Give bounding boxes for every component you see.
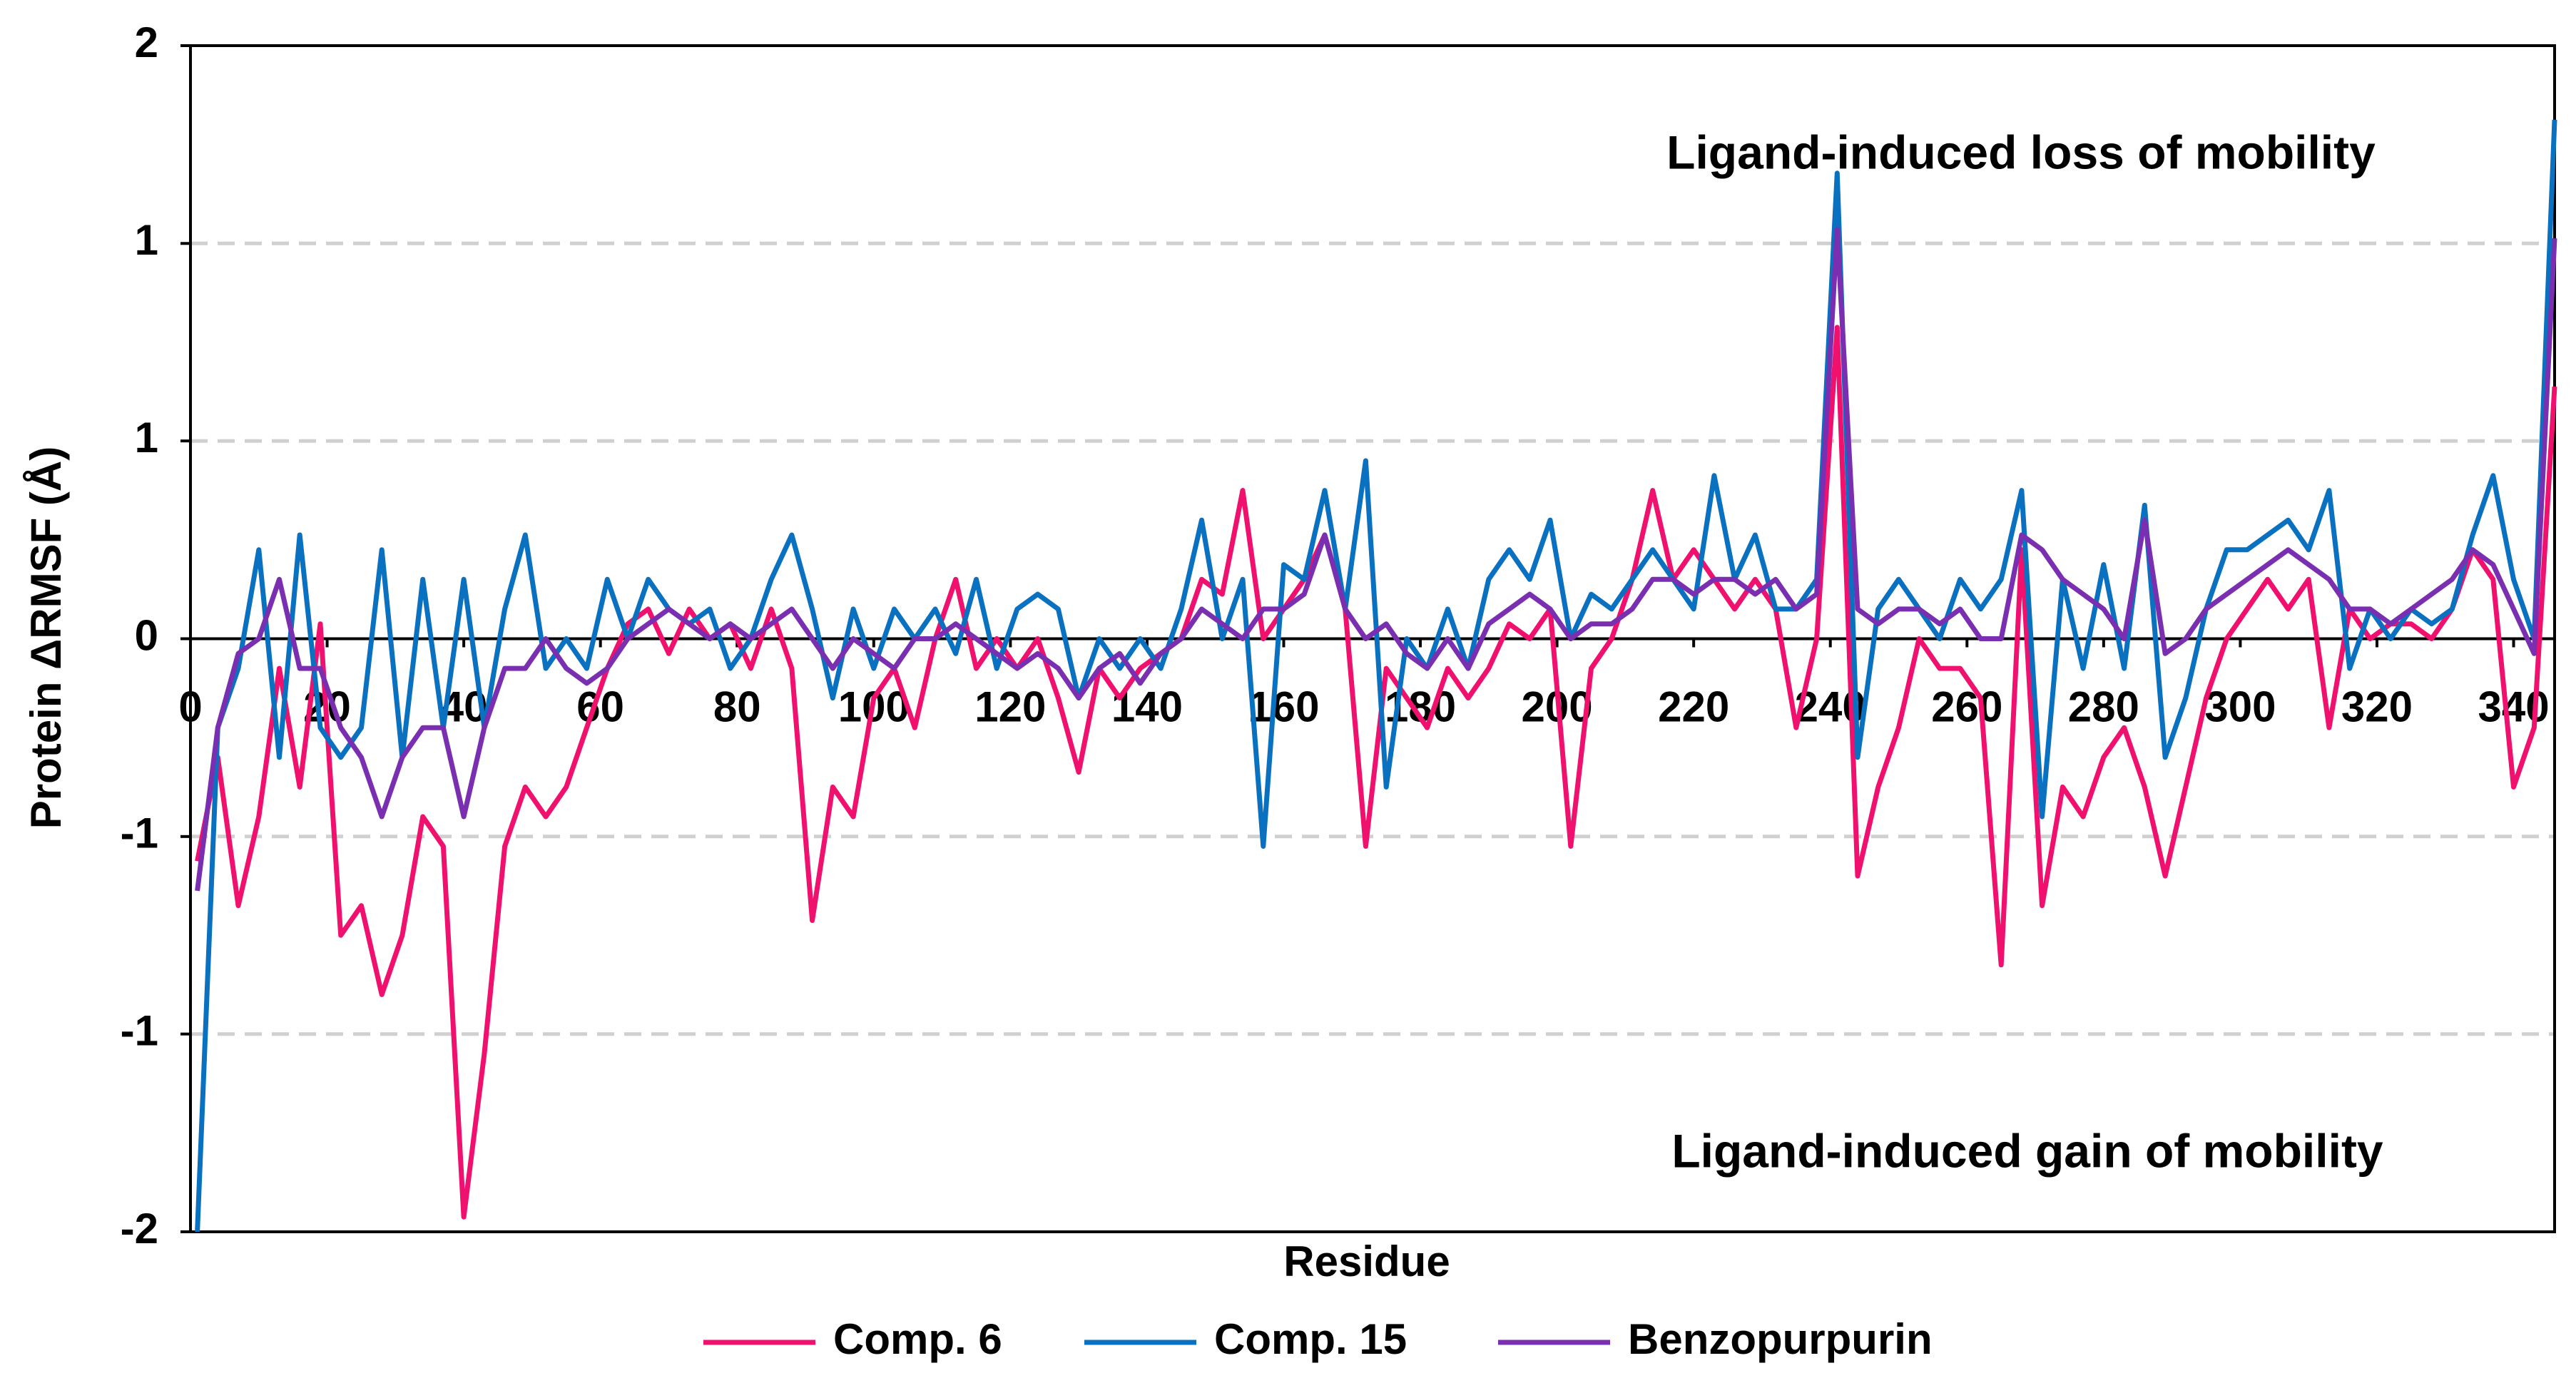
y-tick-label: -1 [121,810,158,857]
series-line [195,119,2557,1233]
x-tick-label: 260 [1931,683,2002,730]
series-line [195,325,2557,1220]
y-tick-label: 1 [135,216,158,264]
x-axis-title: Residue [1283,1238,1450,1285]
y-tick-label: 2 [135,19,158,66]
x-tick-label: 140 [1111,683,1183,730]
x-tick-label: 160 [1248,683,1319,730]
x-tick-label: 80 [713,683,761,730]
x-tick-label: 280 [2068,683,2139,730]
legend-label: Comp. 15 [1214,1315,1407,1363]
legend-label: Benzopurpurin [1628,1315,1933,1363]
x-tick-label: 300 [2204,683,2276,730]
annotation: Ligand-induced loss of mobility [1666,126,2376,178]
y-axis-title: Protein ΔRMSF (Å) [22,447,70,829]
x-tick-label: 220 [1658,683,1729,730]
y-tick-label: -2 [121,1205,158,1252]
series-line [195,227,2557,892]
legend-label: Comp. 6 [833,1315,1002,1363]
annotation: Ligand-induced gain of mobility [1671,1124,2383,1177]
y-tick-label: -1 [121,1007,158,1055]
x-tick-label: 320 [2341,683,2413,730]
y-tick-label: 0 [135,611,158,659]
x-tick-label: 0 [178,683,202,730]
x-tick-label: 120 [974,683,1046,730]
y-tick-label: 1 [135,414,158,461]
